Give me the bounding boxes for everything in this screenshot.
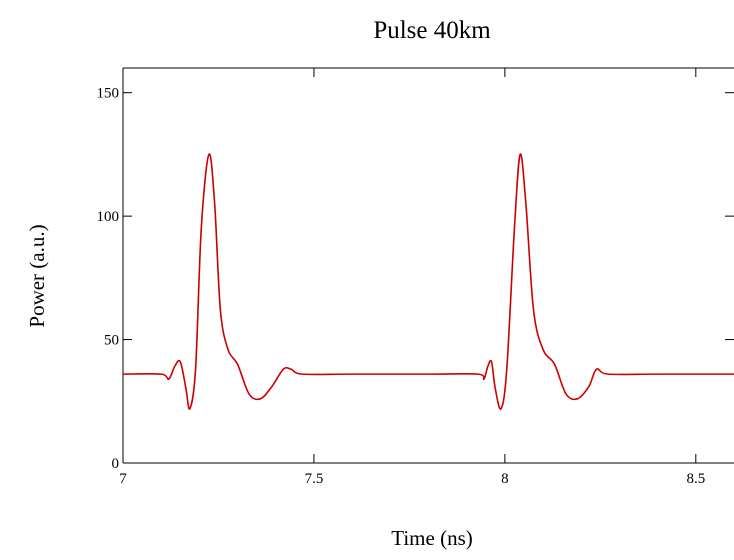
- x-tick-label: 8.5: [686, 471, 705, 487]
- plot-frame: [122, 67, 734, 464]
- x-tick-label: 8: [501, 471, 509, 487]
- y-axis-label: Power (a.u.): [25, 224, 49, 327]
- x-axis-label: Time (ns): [391, 526, 473, 550]
- chart-title: Pulse 40km: [373, 17, 491, 44]
- y-tick-label: 150: [97, 86, 120, 102]
- series-group: [122, 153, 734, 410]
- x-tick-label: 7.5: [305, 471, 324, 487]
- y-tick-label: 50: [104, 333, 119, 349]
- x-tick-label: 7: [119, 471, 127, 487]
- y-tick-label: 0: [112, 456, 120, 472]
- axis-ticks: 7 7.5 8 8.5 0 50 100 150: [97, 68, 734, 487]
- y-tick-label: 100: [97, 209, 120, 225]
- series-line: [122, 153, 734, 410]
